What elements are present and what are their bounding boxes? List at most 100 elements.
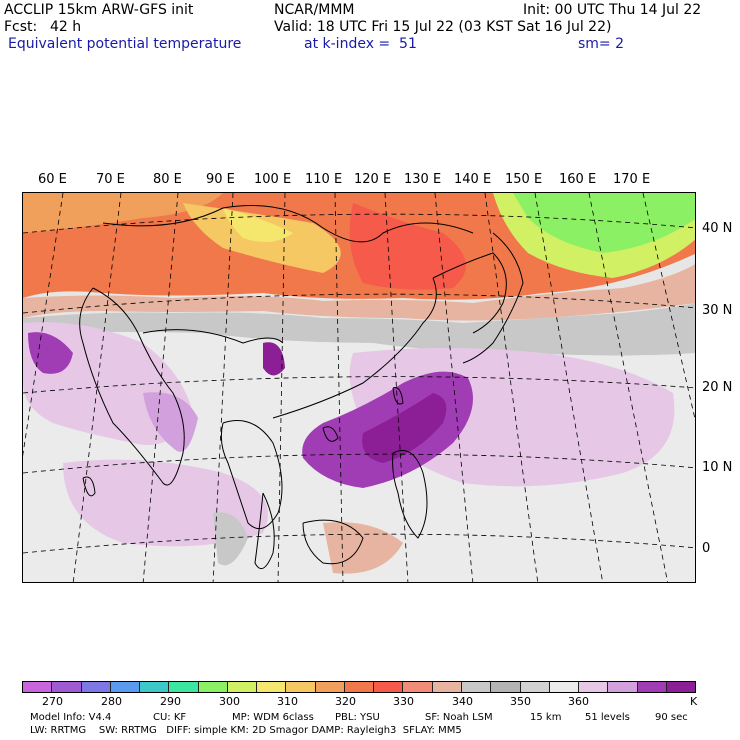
colorbar [22, 681, 696, 693]
fcst-value: 42 h [50, 19, 82, 35]
time-step: 90 sec [655, 712, 688, 723]
japan-coast [462, 232, 524, 364]
colorbar-swatch [403, 682, 433, 692]
lon-label: 170 E [613, 172, 651, 187]
theta-e-band-315 [223, 208, 293, 242]
meridian-line [484, 193, 539, 582]
colorbar-tick-label: 320 [335, 695, 356, 708]
valid-time: Valid: 18 UTC Fri 15 Jul 22 (03 KST Sat … [274, 19, 612, 35]
lon-label: 80 E [153, 172, 182, 187]
colorbar-tick-label: 360 [568, 695, 589, 708]
graticule [23, 193, 695, 582]
meridian-line [142, 193, 179, 582]
indochina-coast [220, 420, 283, 530]
colorbar-swatch [286, 682, 316, 692]
theta-e-core-375 [362, 393, 447, 463]
colorbar-swatch [315, 682, 345, 692]
lon-label: 70 E [96, 172, 125, 187]
model-version: Model Info: V4.4 [30, 712, 112, 723]
microphysics-scheme: MP: WDM 6class [232, 712, 314, 723]
malay-peninsula [254, 492, 275, 570]
colorbar-tick-label: 340 [452, 695, 473, 708]
borneo-coast [302, 519, 364, 565]
lat-label: 30 N [702, 303, 733, 318]
meridian-line [588, 193, 669, 582]
parallel-line [23, 376, 695, 394]
meridian-line [384, 193, 409, 582]
colorbar-swatch [140, 682, 170, 692]
grid-spacing: 15 km [530, 712, 562, 723]
parallel-line [23, 453, 695, 474]
lon-label: 120 E [354, 172, 392, 187]
colorbar-swatch [257, 682, 287, 692]
colorbar-swatch [549, 682, 580, 692]
coastlines [79, 205, 524, 570]
theta-e-core-west [28, 332, 73, 374]
india-coast [79, 287, 185, 486]
meridian-line [277, 193, 286, 582]
theta-e-band-335 [349, 203, 466, 290]
meridian-line [23, 193, 64, 457]
lat-label: 40 N [702, 221, 733, 236]
level-label: at k-index = 51 [304, 36, 417, 52]
colorbar-units: K [690, 695, 698, 708]
lon-label: 100 E [254, 172, 292, 187]
philippines-coast [392, 450, 428, 539]
colorbar-tick-label: 350 [510, 695, 531, 708]
meridian-line [534, 193, 604, 582]
vertical-levels: 51 levels [585, 712, 630, 723]
surface-scheme: SF: Noah LSM [425, 712, 493, 723]
colorbar-tick-label: 310 [277, 695, 298, 708]
meridian-line [642, 193, 695, 421]
colorbar-swatch [110, 682, 141, 692]
colorbar-swatch [432, 682, 462, 692]
taiwan-coast [392, 387, 404, 405]
theta-e-band-325 [23, 193, 223, 233]
lon-label: 150 E [505, 172, 543, 187]
lat-label: 0 [702, 541, 711, 556]
lon-label: 140 E [454, 172, 492, 187]
lon-label: 60 E [38, 172, 67, 187]
smooth-label: sm= 2 [578, 36, 625, 52]
colorbar-tick-label: 270 [42, 695, 63, 708]
china-coast [272, 277, 437, 419]
theta-e-patch [213, 512, 248, 566]
meridian-line [434, 193, 474, 582]
lon-label: 130 E [404, 172, 442, 187]
map-panel [22, 192, 696, 583]
colorbar-tick-label: 290 [160, 695, 181, 708]
lat-label: 20 N [702, 380, 733, 395]
fcst-label: Fcst: [4, 19, 38, 35]
map-field [23, 193, 695, 582]
colorbar-swatch [23, 682, 53, 692]
colorbar-swatch [520, 682, 550, 692]
colorbar-swatch [579, 682, 609, 692]
theta-e-band-350 [23, 303, 695, 356]
cumulus-scheme: CU: KF [153, 712, 187, 723]
colorbar-swatch [344, 682, 375, 692]
lon-label: 90 E [206, 172, 235, 187]
colorbar-swatch [461, 682, 492, 692]
colorbar-swatch [374, 682, 404, 692]
lon-label: 110 E [305, 172, 343, 187]
colorbar-swatch [666, 682, 696, 692]
theta-e-core-small [263, 342, 285, 376]
parallel-line [23, 213, 695, 234]
sri-lanka-coast [82, 476, 96, 497]
meridian-line [334, 193, 344, 582]
colorbar-swatch [637, 682, 667, 692]
org-label: NCAR/MMM [274, 2, 355, 18]
colorbar-tick-label: 280 [101, 695, 122, 708]
physics-options: LW: RRTMG SW: RRTMG DIFF: simple KM: 2D … [30, 725, 462, 736]
field-name: Equivalent potential temperature [8, 36, 242, 52]
colorbar-swatch [81, 682, 111, 692]
himalaya-border [142, 329, 284, 344]
lon-label: 160 E [559, 172, 597, 187]
theta-e-band-305 [513, 193, 695, 253]
colorbar-swatch [227, 682, 258, 692]
init-time: Init: 00 UTC Thu 14 Jul 22 [523, 2, 702, 18]
theta-e-patch-warm [323, 522, 403, 574]
mongolia-border [102, 205, 474, 243]
meridian-line [212, 193, 234, 582]
colorbar-swatch [608, 682, 638, 692]
